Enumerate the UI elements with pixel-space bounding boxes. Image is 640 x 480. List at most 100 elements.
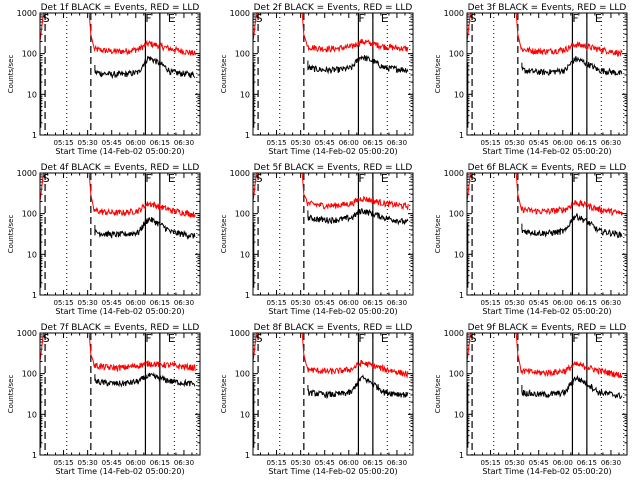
y-tick-label: 1000 [17, 169, 37, 178]
marker-S: S [470, 12, 477, 25]
x-tick-label: 05:15 [480, 299, 500, 307]
x-axis-label: Start Time (14-Feb-02 05:00:20) [482, 307, 611, 316]
marker-E: E [168, 332, 175, 345]
marker-E: E [595, 332, 602, 345]
x-tick-label: 05:15 [480, 139, 500, 147]
plot-frame [252, 332, 414, 456]
series-line-events [40, 371, 196, 448]
y-tick-label: 1 [459, 291, 464, 300]
series-line-lld [252, 12, 409, 53]
y-tick-label: 1000 [230, 329, 250, 338]
series-line-events [467, 213, 623, 288]
x-tick-label: 05:30 [505, 139, 525, 147]
y-tick-label: 1000 [444, 329, 464, 338]
marker-F: F [358, 332, 364, 345]
marker-F: F [145, 172, 151, 185]
series-line-lld [39, 12, 196, 56]
y-tick-label: 100 [235, 50, 250, 59]
x-tick-label: 05:15 [480, 459, 500, 467]
y-tick-label: 100 [449, 210, 464, 219]
series-line-lld [252, 172, 409, 211]
x-tick-label: 05:45 [102, 139, 122, 147]
marker-S: S [256, 332, 263, 345]
y-tick-label: 1000 [17, 9, 37, 18]
x-tick-label: 05:30 [78, 139, 98, 147]
x-tick-label: 06:00 [553, 459, 573, 467]
series-line-lld [466, 332, 623, 379]
y-tick-label: 10 [240, 90, 250, 99]
x-tick-label: 05:30 [505, 299, 525, 307]
x-tick-label: 05:15 [266, 459, 286, 467]
y-tick-label: 100 [22, 370, 37, 379]
y-tick-label: 1 [245, 291, 250, 300]
y-tick-label: 10 [27, 250, 37, 259]
plot-frame [252, 12, 414, 136]
y-tick-label: 1000 [444, 169, 464, 178]
chart-panel-3: Det 3f BLACK = Events, RED = LLD Counts/s… [434, 3, 628, 156]
y-axis-label: Counts/sec [7, 375, 15, 414]
x-tick-label: 06:00 [553, 139, 573, 147]
y-tick-label: 1 [245, 131, 250, 140]
marker-E: E [381, 172, 388, 185]
y-tick-label: 100 [235, 370, 250, 379]
y-axis-label: Counts/sec [220, 215, 228, 254]
marker-F: F [145, 332, 151, 345]
plot-frame [466, 12, 628, 136]
y-tick-label: 1000 [230, 9, 250, 18]
x-axis-label: Start Time (14-Feb-02 05:00:20) [55, 307, 184, 316]
chart-panel-2: Det 2f BLACK = Events, RED = LLD Counts/s… [220, 3, 414, 156]
chart-panel-1: Det 1f BLACK = Events, RED = LLD Counts/s… [7, 3, 201, 156]
y-axis-label: Counts/sec [220, 375, 228, 414]
marker-S: S [470, 172, 477, 185]
chart-title: Det 6f BLACK = Events, RED = LLD [468, 163, 627, 173]
x-tick-label: 05:45 [315, 139, 335, 147]
x-tick-label: 05:30 [505, 459, 525, 467]
x-tick-label: 06:30 [387, 459, 407, 467]
x-axis-label: Start Time (14-Feb-02 05:00:20) [268, 147, 397, 156]
plot-frame [466, 332, 628, 456]
x-tick-label: 06:00 [126, 139, 146, 147]
marker-E: E [168, 12, 175, 25]
chart-title: Det 2f BLACK = Events, RED = LLD [254, 3, 413, 13]
y-tick-label: 1 [459, 451, 464, 460]
series-line-events [40, 55, 196, 128]
x-tick-label: 06:30 [387, 299, 407, 307]
x-tick-label: 05:30 [291, 139, 311, 147]
x-axis-label: Start Time (14-Feb-02 05:00:20) [55, 147, 184, 156]
x-axis-label: Start Time (14-Feb-02 05:00:20) [55, 467, 184, 476]
y-tick-label: 100 [449, 50, 464, 59]
y-tick-label: 1 [245, 451, 250, 460]
x-tick-label: 06:00 [339, 139, 359, 147]
series-line-events [40, 217, 196, 288]
y-tick-label: 10 [240, 250, 250, 259]
x-tick-label: 05:45 [102, 459, 122, 467]
series-line-lld [252, 332, 409, 379]
series-line-events [253, 207, 409, 288]
y-tick-label: 10 [454, 90, 464, 99]
x-tick-label: 06:00 [339, 299, 359, 307]
x-axis-label: Start Time (14-Feb-02 05:00:20) [482, 147, 611, 156]
marker-S: S [256, 12, 263, 25]
x-tick-label: 05:30 [291, 299, 311, 307]
x-tick-label: 05:30 [78, 299, 98, 307]
plot-frame [252, 172, 414, 296]
y-tick-label: 100 [235, 210, 250, 219]
y-axis-label: Counts/sec [434, 55, 442, 94]
chart-title: Det 9f BLACK = Events, RED = LLD [468, 323, 627, 333]
x-tick-label: 06:30 [601, 139, 621, 147]
x-tick-label: 06:15 [577, 299, 597, 307]
y-tick-label: 10 [454, 250, 464, 259]
marker-S: S [256, 172, 263, 185]
plot-frame [466, 172, 628, 296]
chart-title: Det 5f BLACK = Events, RED = LLD [254, 163, 413, 173]
marker-F: F [358, 172, 364, 185]
x-tick-label: 06:00 [339, 459, 359, 467]
x-tick-label: 06:15 [150, 459, 170, 467]
y-axis-label: Counts/sec [434, 375, 442, 414]
x-tick-label: 06:30 [174, 139, 194, 147]
marker-F: F [572, 172, 578, 185]
marker-F: F [572, 332, 578, 345]
x-tick-label: 05:45 [102, 299, 122, 307]
x-tick-label: 06:30 [601, 299, 621, 307]
